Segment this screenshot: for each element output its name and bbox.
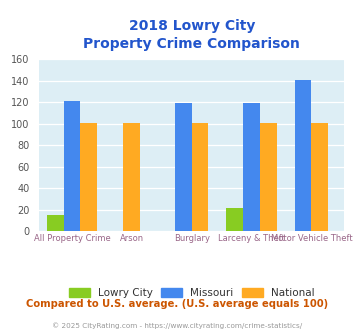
- Title: 2018 Lowry City
Property Crime Comparison: 2018 Lowry City Property Crime Compariso…: [83, 19, 300, 51]
- Bar: [124, 123, 140, 231]
- Legend: Lowry City, Missouri, National: Lowry City, Missouri, National: [66, 285, 318, 301]
- Bar: [192, 123, 208, 231]
- Text: © 2025 CityRating.com - https://www.cityrating.com/crime-statistics/: © 2025 CityRating.com - https://www.city…: [53, 323, 302, 329]
- Bar: [47, 215, 64, 231]
- Bar: [260, 123, 277, 231]
- Bar: [226, 209, 243, 231]
- Bar: [80, 123, 97, 231]
- Bar: [311, 123, 328, 231]
- Bar: [64, 101, 80, 231]
- Text: Compared to U.S. average. (U.S. average equals 100): Compared to U.S. average. (U.S. average …: [26, 299, 329, 309]
- Bar: [295, 80, 311, 231]
- Bar: [243, 103, 260, 231]
- Bar: [175, 103, 192, 231]
